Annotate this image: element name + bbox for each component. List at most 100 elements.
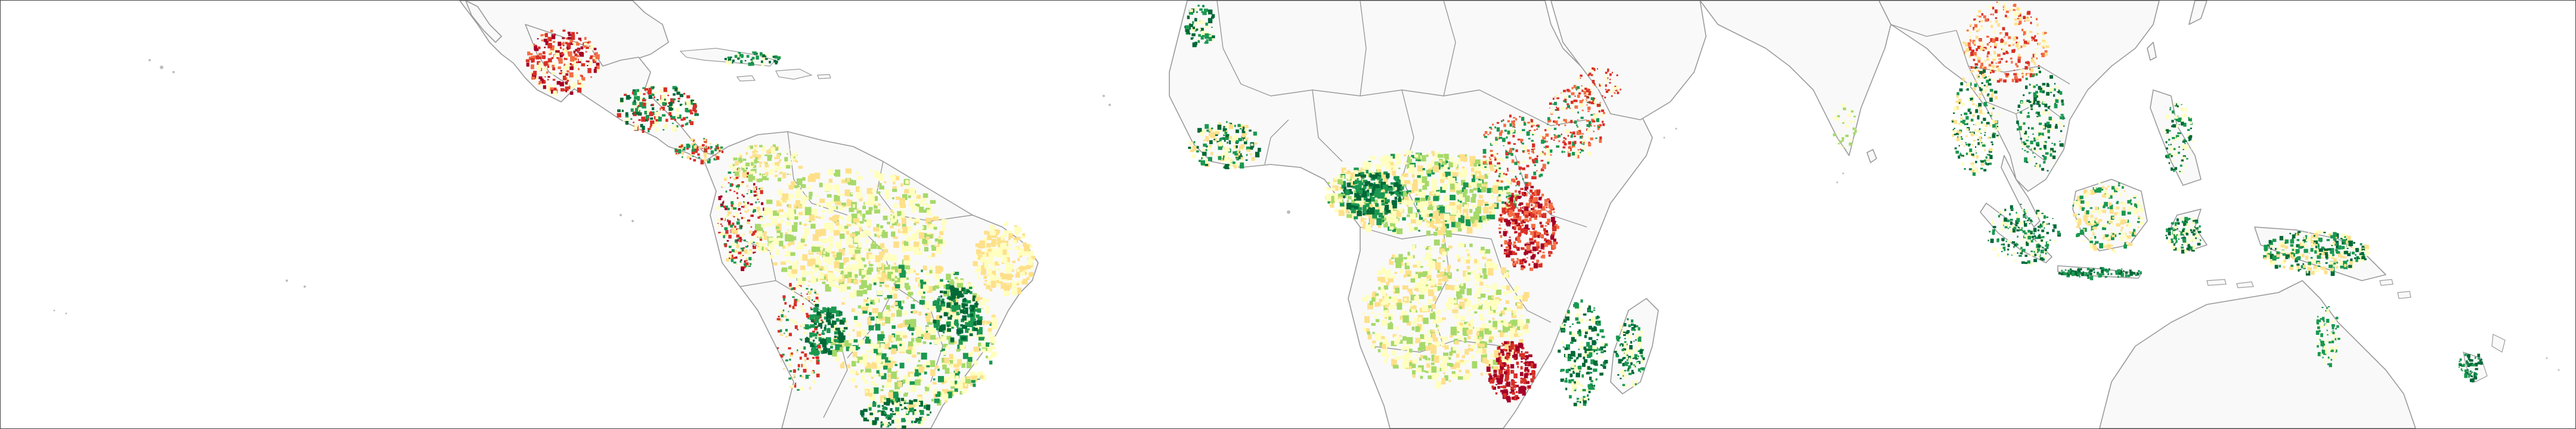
raster-cell: [1223, 131, 1225, 135]
raster-cell: [1433, 226, 1438, 229]
raster-cell: [1498, 227, 1501, 229]
raster-cell: [1533, 151, 1535, 154]
raster-cell: [769, 61, 771, 64]
raster-cell: [1223, 147, 1225, 149]
raster-cell: [841, 179, 848, 184]
raster-cell: [962, 353, 968, 359]
raster-cell: [534, 45, 538, 51]
raster-cell: [840, 363, 845, 369]
raster-cell: [1516, 181, 1520, 186]
raster-cell: [1510, 153, 1513, 156]
raster-cell: [1510, 214, 1513, 216]
raster-cell: [1358, 215, 1361, 217]
raster-cell: [1424, 218, 1427, 220]
raster-cell: [891, 325, 896, 329]
raster-cell: [737, 218, 739, 221]
raster-cell: [1426, 208, 1431, 214]
raster-cell: [1480, 175, 1485, 180]
raster-cell: [1409, 304, 1413, 306]
raster-cell: [896, 397, 900, 403]
raster-cell: [750, 226, 753, 228]
raster-cell: [917, 337, 922, 343]
raster-cell: [991, 321, 998, 329]
raster-cell: [987, 236, 992, 240]
raster-cell: [1487, 188, 1491, 193]
raster-cell: [910, 349, 915, 356]
raster-cell: [829, 257, 834, 261]
raster-cell: [1441, 179, 1444, 183]
raster-cell: [686, 156, 690, 159]
raster-cell: [849, 292, 855, 299]
raster-cell: [1505, 209, 1507, 212]
raster-cell: [1509, 250, 1513, 256]
raster-cell: [834, 173, 838, 176]
raster-cell: [766, 223, 771, 227]
raster-cell: [744, 249, 748, 254]
raster-cell: [1465, 219, 1471, 226]
raster-cell: [1493, 312, 1498, 315]
raster-cell: [553, 84, 556, 87]
raster-cell: [934, 274, 940, 280]
raster-cell: [1205, 25, 1207, 29]
raster-cell: [779, 200, 783, 203]
raster-cell: [884, 297, 887, 300]
raster-cell: [948, 316, 952, 320]
raster-cell: [676, 125, 679, 128]
raster-cell: [1531, 204, 1533, 206]
raster-cell: [596, 65, 600, 69]
raster-cell: [595, 67, 597, 69]
raster-cell: [1545, 145, 1549, 149]
raster-cell: [567, 83, 569, 85]
raster-cell: [753, 245, 756, 249]
raster-cell: [791, 352, 793, 355]
raster-cell: [889, 423, 891, 426]
raster-cell: [1217, 125, 1222, 130]
raster-cell: [1240, 149, 1243, 151]
raster-cell: [885, 407, 888, 411]
raster-cell: [779, 159, 782, 161]
raster-cell: [1534, 203, 1538, 208]
raster-cell: [1401, 191, 1407, 197]
raster-cell: [809, 314, 815, 320]
raster-cell: [1238, 138, 1243, 141]
raster-cell: [733, 207, 737, 210]
raster-cell: [854, 274, 858, 278]
raster-cell: [888, 422, 890, 424]
raster-cell: [1410, 305, 1417, 310]
raster-cell: [710, 150, 714, 154]
raster-cell: [718, 196, 722, 200]
raster-cell: [1028, 267, 1031, 269]
raster-cell: [1228, 136, 1233, 139]
raster-cell: [881, 410, 885, 416]
raster-cell: [927, 409, 929, 413]
raster-cell: [830, 314, 835, 319]
raster-cell: [972, 309, 974, 312]
raster-cell: [879, 257, 883, 260]
raster-cell: [904, 243, 911, 251]
raster-cell: [914, 341, 921, 346]
raster-cell: [871, 244, 877, 249]
raster-cell: [1225, 145, 1227, 147]
raster-cell: [774, 147, 778, 151]
raster-cell: [756, 195, 759, 199]
raster-cell: [1497, 162, 1500, 164]
raster-cell: [547, 89, 552, 93]
raster-cell: [1343, 170, 1347, 173]
raster-cell: [1200, 20, 1204, 24]
raster-cell: [785, 335, 788, 338]
raster-cell: [747, 204, 750, 207]
raster-cell: [737, 229, 739, 231]
raster-cell: [1497, 180, 1501, 183]
raster-cell: [817, 299, 820, 302]
raster-cell: [881, 421, 885, 424]
raster-cell: [1375, 203, 1378, 206]
raster-cell: [1532, 158, 1534, 162]
raster-cell: [874, 343, 880, 352]
raster-cell: [888, 347, 891, 350]
raster-cell: [1459, 289, 1465, 294]
raster-cell: [1482, 149, 1487, 154]
raster-cell: [896, 196, 900, 200]
raster-cell: [1472, 221, 1475, 224]
raster-cell: [969, 306, 971, 310]
raster-cell: [905, 180, 909, 184]
